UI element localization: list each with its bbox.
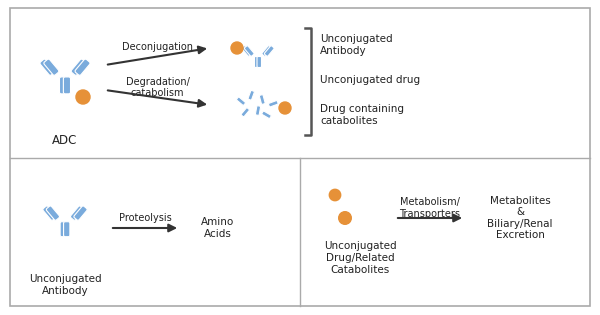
FancyBboxPatch shape: [64, 222, 70, 237]
Circle shape: [329, 189, 341, 201]
FancyBboxPatch shape: [74, 206, 87, 220]
FancyBboxPatch shape: [60, 222, 67, 237]
Text: Degradation/
catabolism: Degradation/ catabolism: [125, 77, 190, 98]
FancyBboxPatch shape: [262, 46, 272, 56]
FancyBboxPatch shape: [44, 59, 59, 75]
Circle shape: [279, 102, 291, 114]
Circle shape: [76, 90, 90, 104]
Text: Drug containing
catabolites: Drug containing catabolites: [320, 104, 404, 126]
Text: ADC: ADC: [52, 134, 77, 146]
FancyBboxPatch shape: [64, 77, 71, 94]
FancyBboxPatch shape: [248, 90, 254, 100]
FancyBboxPatch shape: [75, 59, 90, 75]
Text: Unconjugated drug: Unconjugated drug: [320, 75, 420, 85]
FancyBboxPatch shape: [256, 106, 260, 115]
Text: Metabolites
&
Biliary/Renal
Excretion: Metabolites & Biliary/Renal Excretion: [487, 196, 553, 240]
FancyBboxPatch shape: [242, 46, 251, 56]
Text: Metabolism/
Transporters: Metabolism/ Transporters: [400, 197, 461, 219]
FancyBboxPatch shape: [265, 46, 274, 56]
Circle shape: [231, 42, 243, 54]
FancyBboxPatch shape: [236, 97, 245, 105]
Text: Proteolysis: Proteolysis: [119, 213, 172, 223]
Circle shape: [338, 212, 352, 224]
FancyBboxPatch shape: [257, 56, 262, 67]
FancyBboxPatch shape: [254, 56, 259, 67]
FancyBboxPatch shape: [259, 95, 265, 104]
FancyBboxPatch shape: [40, 59, 55, 75]
Text: Deconjugation: Deconjugation: [122, 42, 193, 51]
Text: Unconjugated
Drug/Related
Catabolites: Unconjugated Drug/Related Catabolites: [323, 241, 397, 275]
FancyBboxPatch shape: [70, 206, 84, 220]
FancyBboxPatch shape: [268, 100, 278, 107]
FancyBboxPatch shape: [46, 206, 59, 220]
Text: Unconjugated
Antibody: Unconjugated Antibody: [29, 274, 101, 296]
FancyBboxPatch shape: [244, 46, 254, 56]
FancyBboxPatch shape: [262, 111, 271, 118]
FancyBboxPatch shape: [71, 59, 86, 75]
Text: Unconjugated
Antibody: Unconjugated Antibody: [320, 34, 392, 56]
FancyBboxPatch shape: [43, 206, 56, 220]
FancyBboxPatch shape: [59, 77, 67, 94]
FancyBboxPatch shape: [241, 108, 250, 117]
Text: Amino
Acids: Amino Acids: [202, 217, 235, 239]
